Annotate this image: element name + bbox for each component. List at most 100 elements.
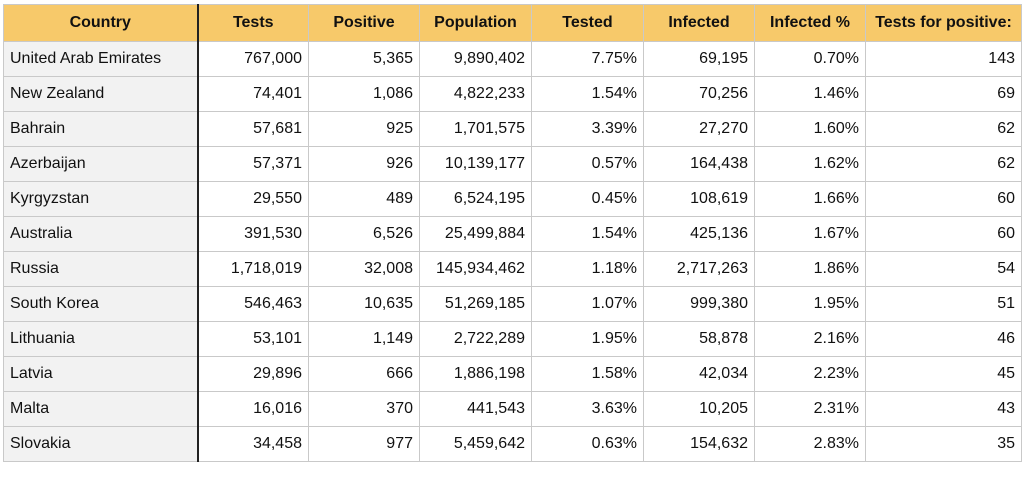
- tests-cell: 767,000: [197, 41, 309, 77]
- infected-cell: 164,438: [643, 146, 755, 182]
- positive-cell: 489: [308, 181, 420, 217]
- table-header: Country Tests Positive Population Tested Infe…: [3, 4, 1022, 42]
- tests-for-positive-cell: 54: [865, 251, 1022, 287]
- positive-cell: 370: [308, 391, 420, 427]
- tests-for-positive-cell: 69: [865, 76, 1022, 112]
- table-row: South Korea 546,463 10,635 51,269,185 1.07% 9…: [3, 286, 1022, 322]
- positive-cell: 926: [308, 146, 420, 182]
- population-cell: 145,934,462: [419, 251, 532, 287]
- table-row: Azerbaijan 57,371 926 10,139,177 0.57% 164,43…: [3, 146, 1022, 182]
- tests-cell: 16,016: [197, 391, 309, 427]
- tests-cell: 53,101: [197, 321, 309, 357]
- country-cell: Russia: [3, 251, 199, 287]
- infected-percent-cell: 1.46%: [754, 76, 866, 112]
- country-cell: Malta: [3, 391, 199, 427]
- infected-cell: 999,380: [643, 286, 755, 322]
- table-row: Bahrain 57,681 925 1,701,575 3.39% 27,270 1.60…: [3, 111, 1022, 147]
- tested-cell: 7.75%: [531, 41, 644, 77]
- tests-cell: 546,463: [197, 286, 309, 322]
- tests-cell: 1,718,019: [197, 251, 309, 287]
- country-cell: Kyrgyzstan: [3, 181, 199, 217]
- table-body: United Arab Emirates 767,000 5,365 9,890,40…: [3, 41, 1022, 462]
- table-row: Slovakia 34,458 977 5,459,642 0.63% 154,632 2.…: [3, 426, 1022, 462]
- country-cell: Azerbaijan: [3, 146, 199, 182]
- tested-cell: 1.18%: [531, 251, 644, 287]
- infected-percent-cell: 1.66%: [754, 181, 866, 217]
- tests-for-positive-cell: 43: [865, 391, 1022, 427]
- tested-cell: 1.58%: [531, 356, 644, 392]
- infected-cell: 58,878: [643, 321, 755, 357]
- positive-cell: 1,149: [308, 321, 420, 357]
- tested-cell: 0.57%: [531, 146, 644, 182]
- country-cell: Bahrain: [3, 111, 199, 147]
- infected-percent-cell: 1.86%: [754, 251, 866, 287]
- country-cell: South Korea: [3, 286, 199, 322]
- infected-percent-cell: 2.16%: [754, 321, 866, 357]
- table-row: Australia 391,530 6,526 25,499,884 1.54% 425,…: [3, 216, 1022, 252]
- country-cell: Lithuania: [3, 321, 199, 357]
- table-row: Malta 16,016 370 441,543 3.63% 10,205 2.31% 43: [3, 391, 1022, 427]
- positive-cell: 666: [308, 356, 420, 392]
- infected-cell: 69,195: [643, 41, 755, 77]
- country-cell: United Arab Emirates: [3, 41, 199, 77]
- column-header-infected-percent: Infected %: [754, 4, 866, 42]
- tests-cell: 57,371: [197, 146, 309, 182]
- infected-percent-cell: 2.31%: [754, 391, 866, 427]
- population-cell: 1,886,198: [419, 356, 532, 392]
- infected-percent-cell: 0.70%: [754, 41, 866, 77]
- population-cell: 441,543: [419, 391, 532, 427]
- infected-percent-cell: 1.67%: [754, 216, 866, 252]
- column-header-population: Population: [419, 4, 532, 42]
- column-header-tests: Tests: [197, 4, 309, 42]
- column-header-tested: Tested: [531, 4, 644, 42]
- population-cell: 10,139,177: [419, 146, 532, 182]
- positive-cell: 977: [308, 426, 420, 462]
- tests-for-positive-cell: 35: [865, 426, 1022, 462]
- tested-cell: 0.45%: [531, 181, 644, 217]
- table-row: Kyrgyzstan 29,550 489 6,524,195 0.45% 108,619…: [3, 181, 1022, 217]
- population-cell: 6,524,195: [419, 181, 532, 217]
- infected-cell: 70,256: [643, 76, 755, 112]
- infected-cell: 425,136: [643, 216, 755, 252]
- tests-for-positive-cell: 62: [865, 146, 1022, 182]
- column-header-tests-for-positive: Tests for positive:: [865, 4, 1022, 42]
- country-cell: New Zealand: [3, 76, 199, 112]
- table-row: New Zealand 74,401 1,086 4,822,233 1.54% 70,2…: [3, 76, 1022, 112]
- infected-cell: 154,632: [643, 426, 755, 462]
- tests-for-positive-cell: 60: [865, 216, 1022, 252]
- infected-cell: 42,034: [643, 356, 755, 392]
- tested-cell: 1.95%: [531, 321, 644, 357]
- table-row: Latvia 29,896 666 1,886,198 1.58% 42,034 2.23%…: [3, 356, 1022, 392]
- infected-percent-cell: 1.62%: [754, 146, 866, 182]
- column-header-infected: Infected: [643, 4, 755, 42]
- table-row: Lithuania 53,101 1,149 2,722,289 1.95% 58,878…: [3, 321, 1022, 357]
- tests-cell: 29,896: [197, 356, 309, 392]
- positive-cell: 6,526: [308, 216, 420, 252]
- tests-for-positive-cell: 143: [865, 41, 1022, 77]
- tests-for-positive-cell: 60: [865, 181, 1022, 217]
- population-cell: 25,499,884: [419, 216, 532, 252]
- positive-cell: 5,365: [308, 41, 420, 77]
- data-table: Country Tests Positive Population Tested Infe…: [3, 4, 1022, 462]
- tests-for-positive-cell: 46: [865, 321, 1022, 357]
- header-row: Country Tests Positive Population Tested Infe…: [3, 4, 1022, 42]
- tested-cell: 3.39%: [531, 111, 644, 147]
- population-cell: 1,701,575: [419, 111, 532, 147]
- infected-percent-cell: 1.60%: [754, 111, 866, 147]
- table-row: United Arab Emirates 767,000 5,365 9,890,40…: [3, 41, 1022, 77]
- tested-cell: 0.63%: [531, 426, 644, 462]
- positive-cell: 1,086: [308, 76, 420, 112]
- tests-cell: 74,401: [197, 76, 309, 112]
- tests-cell: 34,458: [197, 426, 309, 462]
- tests-for-positive-cell: 51: [865, 286, 1022, 322]
- infected-cell: 10,205: [643, 391, 755, 427]
- infected-cell: 2,717,263: [643, 251, 755, 287]
- population-cell: 4,822,233: [419, 76, 532, 112]
- tested-cell: 1.54%: [531, 216, 644, 252]
- table-row: Russia 1,718,019 32,008 145,934,462 1.18% 2,7…: [3, 251, 1022, 287]
- infected-percent-cell: 2.23%: [754, 356, 866, 392]
- tested-cell: 3.63%: [531, 391, 644, 427]
- tests-for-positive-cell: 45: [865, 356, 1022, 392]
- infected-cell: 27,270: [643, 111, 755, 147]
- population-cell: 2,722,289: [419, 321, 532, 357]
